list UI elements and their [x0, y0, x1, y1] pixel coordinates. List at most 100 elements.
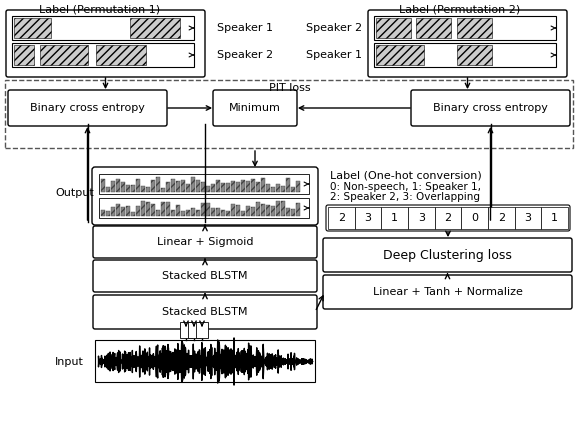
Bar — [141, 201, 145, 216]
Bar — [146, 202, 150, 216]
Bar — [14, 18, 51, 38]
Bar — [291, 209, 295, 216]
FancyBboxPatch shape — [213, 90, 297, 126]
Bar — [166, 182, 170, 192]
FancyBboxPatch shape — [8, 90, 167, 126]
Bar — [99, 174, 309, 194]
Bar — [131, 185, 135, 192]
Bar — [355, 207, 381, 229]
Bar — [271, 187, 275, 192]
FancyBboxPatch shape — [93, 295, 317, 329]
Text: 0: 0 — [471, 213, 478, 223]
Bar — [171, 210, 175, 216]
Text: Linear + Sigmoid: Linear + Sigmoid — [157, 237, 253, 247]
FancyBboxPatch shape — [411, 90, 570, 126]
Bar — [101, 179, 105, 192]
Bar — [121, 182, 125, 192]
Bar — [416, 18, 451, 38]
Bar — [266, 184, 270, 192]
FancyBboxPatch shape — [6, 10, 205, 77]
Bar — [261, 178, 265, 192]
Bar — [221, 210, 225, 216]
Bar — [136, 206, 140, 216]
FancyBboxPatch shape — [326, 205, 570, 231]
Bar — [111, 207, 115, 216]
Bar — [101, 210, 105, 216]
Bar — [181, 180, 185, 192]
Bar — [14, 45, 34, 65]
Bar — [156, 210, 160, 216]
Text: 2: 2 — [338, 213, 345, 223]
Bar — [181, 211, 185, 216]
Bar — [196, 210, 200, 216]
Bar — [211, 208, 215, 216]
Bar — [131, 212, 135, 216]
Text: Label (One-hot conversion): Label (One-hot conversion) — [330, 170, 481, 180]
Bar — [146, 187, 150, 192]
Bar — [251, 179, 255, 192]
Text: 3: 3 — [418, 213, 425, 223]
Bar — [121, 207, 125, 216]
Text: 2: 2 — [444, 213, 451, 223]
Bar — [261, 204, 265, 216]
Bar — [176, 205, 180, 216]
Text: Output: Output — [55, 188, 94, 198]
Bar — [116, 179, 120, 192]
Bar — [221, 183, 225, 192]
Bar — [126, 206, 130, 216]
Bar — [99, 198, 309, 218]
Bar — [106, 187, 110, 192]
Bar — [374, 43, 556, 67]
Bar — [106, 211, 110, 216]
Bar — [161, 188, 165, 192]
Bar — [296, 203, 300, 216]
Bar — [211, 184, 215, 192]
Text: Stacked BLSTM: Stacked BLSTM — [162, 307, 248, 317]
Bar — [241, 211, 245, 216]
Bar — [251, 207, 255, 216]
Bar — [141, 186, 145, 192]
Bar — [191, 177, 195, 192]
Bar — [457, 45, 492, 65]
Bar — [281, 201, 285, 216]
Text: 3: 3 — [524, 213, 532, 223]
Bar — [201, 182, 205, 192]
Bar — [376, 45, 424, 65]
Bar — [226, 183, 230, 192]
Text: Linear + Tanh + Normalize: Linear + Tanh + Normalize — [373, 287, 523, 297]
Bar — [151, 180, 155, 192]
Text: Speaker 2: Speaker 2 — [217, 50, 273, 60]
Text: Binary cross entropy: Binary cross entropy — [433, 103, 548, 113]
Bar — [286, 178, 290, 192]
Text: Label (Permutation 2): Label (Permutation 2) — [399, 5, 521, 15]
Bar — [461, 207, 488, 229]
Bar — [188, 322, 200, 338]
Bar — [186, 210, 190, 216]
Text: Minimum: Minimum — [229, 103, 281, 113]
Bar — [130, 18, 180, 38]
Bar — [435, 207, 461, 229]
Bar — [276, 184, 280, 192]
Text: 2: 2 — [498, 213, 505, 223]
Bar — [151, 204, 155, 216]
Bar — [231, 181, 235, 192]
Text: Speaker 2: Speaker 2 — [306, 23, 362, 33]
Bar — [296, 181, 300, 192]
Bar — [408, 207, 435, 229]
Bar — [457, 18, 492, 38]
Bar — [171, 179, 175, 192]
Text: 0: Non-speech, 1: Speaker 1,: 0: Non-speech, 1: Speaker 1, — [330, 182, 481, 192]
Bar — [176, 181, 180, 192]
FancyBboxPatch shape — [323, 275, 572, 309]
Bar — [286, 208, 290, 216]
Bar — [126, 185, 130, 192]
Bar — [241, 180, 245, 192]
Text: 1: 1 — [551, 213, 558, 223]
Bar — [40, 45, 88, 65]
FancyBboxPatch shape — [93, 260, 317, 292]
Text: Speaker 1: Speaker 1 — [306, 50, 362, 60]
Bar — [236, 182, 240, 192]
Bar — [166, 202, 170, 216]
Bar — [328, 207, 355, 229]
Bar — [201, 203, 205, 216]
